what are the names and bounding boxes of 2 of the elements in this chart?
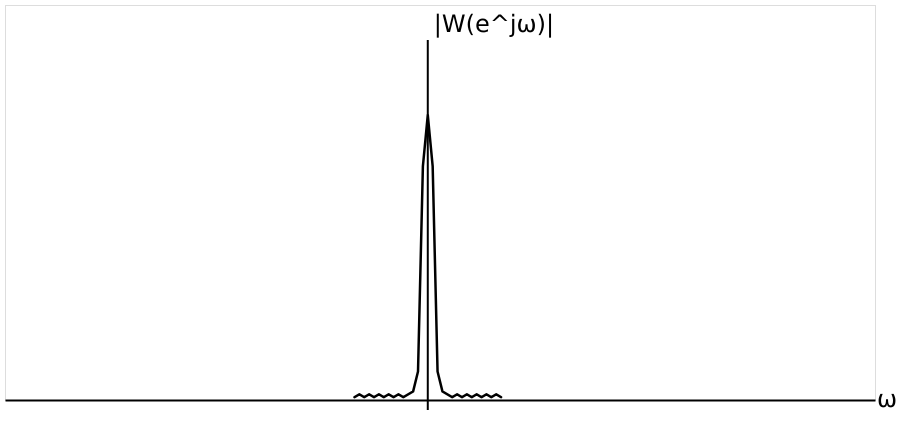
y-axis-title: |W(e^jω)|	[434, 10, 554, 38]
x-axis-title: ω	[877, 385, 898, 413]
